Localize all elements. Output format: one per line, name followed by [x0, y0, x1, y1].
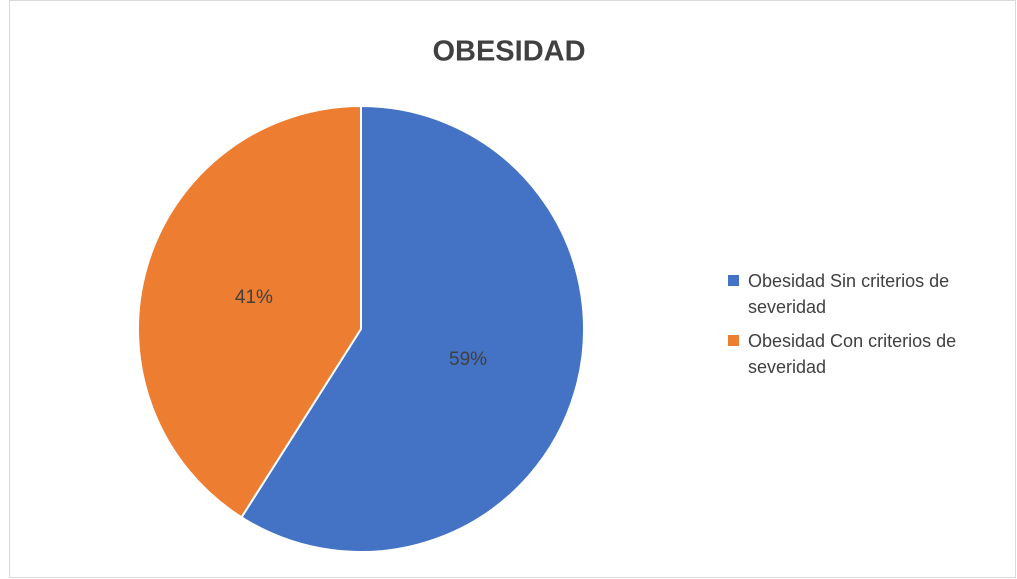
chart-frame [9, 0, 1016, 578]
legend-swatch [728, 335, 739, 346]
legend-item: Obesidad Sin criterios de severidad [728, 268, 988, 320]
pie-slice [137, 104, 362, 519]
data-label: 41% [235, 287, 273, 308]
legend-swatch [728, 275, 739, 286]
legend-label: Obesidad Con criterios de severidad [748, 331, 957, 377]
chart-title: OBESIDAD [432, 36, 585, 68]
data-label: 59% [449, 349, 487, 370]
legend-item: Obesidad Con criterios de severidad [728, 328, 988, 380]
legend-label: Obesidad Sin criterios de severidad [748, 271, 950, 317]
pie-slice [240, 104, 585, 553]
legend: Obesidad Sin criterios de severidad Obesi… [728, 268, 988, 388]
